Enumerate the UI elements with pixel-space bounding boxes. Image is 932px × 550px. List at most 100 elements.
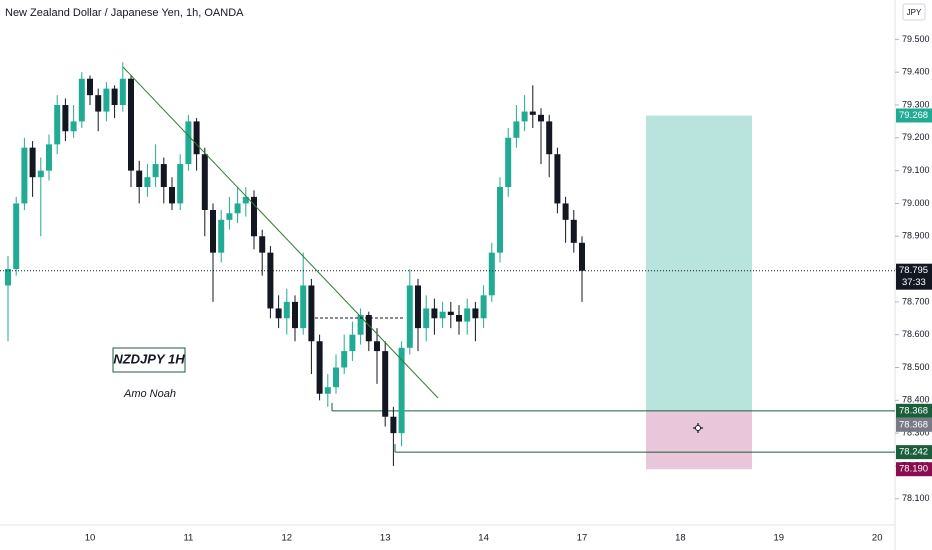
- target-zone: [646, 115, 752, 411]
- candle-body: [365, 315, 372, 342]
- candle-body: [251, 196, 257, 237]
- candle-body: [579, 242, 585, 271]
- candle-body: [480, 295, 487, 319]
- candle-body: [488, 252, 495, 296]
- candle-body: [374, 341, 380, 352]
- candle-body: [242, 196, 249, 204]
- candle-body: [308, 285, 315, 342]
- candle-body: [267, 252, 274, 309]
- y-tick-label: 78.900: [902, 231, 930, 241]
- annotation-box: [112, 347, 186, 373]
- candle-body: [300, 285, 307, 329]
- candle-body: [136, 170, 143, 188]
- candle-body: [292, 301, 298, 329]
- candle-body: [29, 147, 36, 178]
- candle-body: [70, 121, 77, 132]
- candle-body: [160, 164, 167, 188]
- candle-body: [169, 187, 175, 204]
- price-label: 78.368: [899, 419, 928, 430]
- candle-body: [46, 144, 52, 171]
- chart-title: New Zealand Dollar / Japanese Yen, 1h, O…: [5, 7, 244, 19]
- candle-body: [275, 308, 282, 319]
- candle-body: [21, 147, 28, 204]
- stop-zone: [646, 410, 752, 470]
- candle-body: [398, 347, 405, 434]
- annotation: NZDJPY 1H: [113, 351, 185, 366]
- y-tick-label: 78.500: [902, 362, 930, 372]
- price-label: 78.190: [899, 464, 928, 475]
- candle-body: [111, 88, 118, 105]
- candle-body: [505, 137, 512, 188]
- plot: [0, 62, 895, 470]
- annotation: Amo Noah: [123, 388, 176, 400]
- y-tick-label: 79.200: [902, 132, 930, 142]
- trend-line: [122, 66, 439, 399]
- y-tick-label: 79.100: [902, 165, 930, 175]
- y-tick-label: 78.600: [902, 329, 930, 339]
- countdown: 37:33: [902, 277, 926, 288]
- candle-body: [357, 315, 364, 335]
- candle-body: [177, 164, 184, 204]
- candle-body: [87, 78, 93, 96]
- candle-body: [521, 111, 528, 122]
- candle-body: [456, 315, 462, 322]
- candle-body: [78, 78, 85, 122]
- candle-body: [382, 351, 389, 417]
- candle-body: [95, 95, 102, 112]
- y-tick-label: 78.300: [902, 428, 930, 438]
- candle-body: [570, 219, 577, 243]
- candle-body: [13, 203, 20, 270]
- price-label-bg: [896, 445, 932, 460]
- candle-body: [54, 105, 61, 145]
- y-tick-label: 79.300: [902, 99, 930, 109]
- price-label-bg: [896, 263, 932, 290]
- candle-body: [144, 177, 151, 188]
- candle-body: [423, 308, 430, 329]
- move-icon: [695, 425, 701, 431]
- candle-body: [185, 121, 192, 165]
- currency: JPY: [907, 8, 922, 17]
- candle-body: [218, 219, 225, 253]
- price-label-bg: [896, 108, 932, 123]
- candle-body: [439, 311, 446, 319]
- candle-body: [226, 213, 233, 220]
- candle-body: [283, 301, 290, 319]
- candle-body: [447, 311, 454, 315]
- candle-body: [193, 121, 200, 155]
- candle-body: [37, 170, 44, 178]
- candle-body: [513, 121, 520, 138]
- candle-body: [554, 154, 561, 204]
- candle-body: [406, 285, 413, 348]
- candle-body: [201, 154, 208, 210]
- x-tick-label: 17: [577, 533, 588, 544]
- y-tick-label: 78.100: [902, 493, 930, 503]
- y-tick-label: 78.700: [902, 296, 930, 306]
- candle-body: [472, 308, 479, 319]
- price-label: 78.242: [899, 447, 928, 458]
- candle-body: [333, 367, 339, 388]
- price-label: 78.368: [899, 405, 928, 416]
- candle-body: [464, 308, 471, 322]
- candle-body: [210, 210, 216, 253]
- price-label-bg: [896, 403, 932, 418]
- candle-body: [259, 236, 266, 253]
- candle-body: [341, 351, 348, 368]
- candle-body: [431, 308, 438, 319]
- currency-box[interactable]: [902, 3, 926, 21]
- candle-body: [497, 187, 503, 253]
- x-tick-label: 14: [478, 533, 489, 544]
- price-label-bg: [896, 462, 932, 477]
- x-tick-label: 11: [183, 533, 193, 544]
- candle-body: [562, 203, 569, 220]
- x-tick-label: 12: [282, 533, 293, 544]
- x-tick-label: 13: [380, 533, 391, 544]
- y-tick-label: 79.500: [902, 34, 930, 44]
- price-label: 78.795: [899, 265, 928, 276]
- x-tick-label: 18: [675, 533, 686, 544]
- candle-body: [103, 88, 110, 112]
- x-tick-label: 19: [774, 533, 785, 544]
- candle-body: [349, 334, 356, 352]
- y-tick-label: 79.400: [902, 67, 930, 77]
